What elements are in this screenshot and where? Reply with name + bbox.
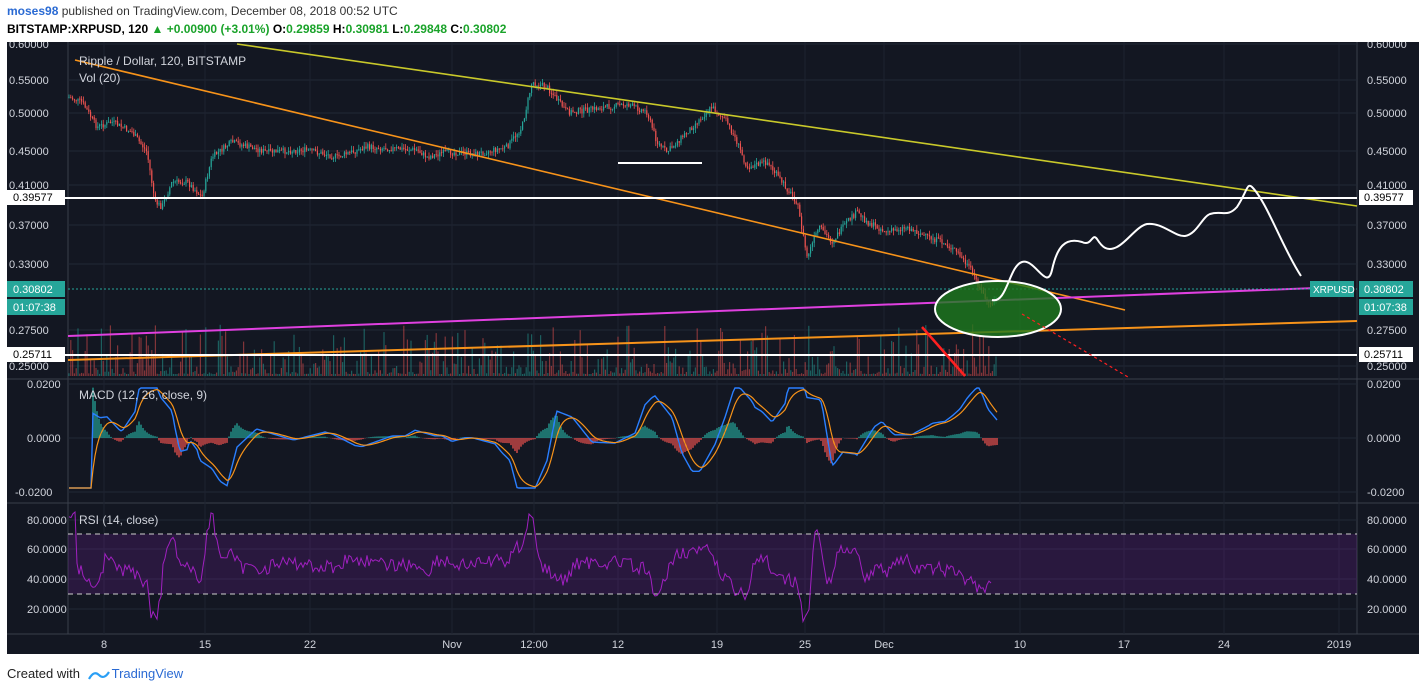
price-axis-label-right: 0.50000 <box>1367 108 1407 120</box>
price-axis-label-left: 0.37000 <box>9 220 49 232</box>
close-label: C: <box>450 22 464 36</box>
low-label: L: <box>392 22 404 36</box>
price-axis-label-right: 0.27500 <box>1367 325 1407 337</box>
open-value: 0.29859 <box>286 22 330 36</box>
right-badge-timer: 01:07:38 <box>1364 302 1407 314</box>
author-link[interactable]: moses98 <box>7 4 59 18</box>
price-axis-label-left: 0.27500 <box>9 325 49 337</box>
price-axis-label-right: 0.41000 <box>1367 180 1407 192</box>
rsi-axis-label-right: 80.0000 <box>1367 515 1407 527</box>
rsi-axis-label-left: 80.0000 <box>27 515 67 527</box>
time-axis-label: 24 <box>1218 639 1230 651</box>
created-with-text: Created with <box>7 666 80 681</box>
high-label: H: <box>332 22 346 36</box>
trendline-yellow[interactable] <box>236 43 1358 207</box>
rsi-axis-label-right: 40.0000 <box>1367 574 1407 586</box>
price-pane-title: Ripple / Dollar, 120, BITSTAMP <box>79 54 246 68</box>
trendline-orange-descending[interactable] <box>74 59 1126 311</box>
right-badge-upper: 0.39577 <box>1364 192 1404 204</box>
price-axis-label-right: 0.37000 <box>1367 220 1407 232</box>
macd-title: MACD (12, 26, close, 9) <box>79 388 207 402</box>
time-axis-label: 8 <box>101 639 107 651</box>
time-axis-label: 12 <box>612 639 624 651</box>
red-arrow-line[interactable] <box>921 326 966 377</box>
highlight-ellipse[interactable] <box>934 280 1062 338</box>
change-value: +0.00900 (+3.01%) <box>166 22 270 36</box>
symbol-label: BITSTAMP:XRPUSD, 120 <box>7 22 149 36</box>
volume-label: Vol (20) <box>79 71 120 85</box>
macd-axis-label-left: 0.0000 <box>27 433 61 445</box>
price-axis-label-right: 0.45000 <box>1367 146 1407 158</box>
price-axis-label-left: 0.33000 <box>9 259 49 271</box>
right-badge-price: 0.30802 <box>1364 284 1404 296</box>
left-badge-timer: 01:07:38 <box>13 302 56 314</box>
left-badge-upper: 0.39577 <box>13 192 53 204</box>
chart-canvas[interactable]: Ripple / Dollar, 120, BITSTAMP Vol (20) … <box>7 39 1419 654</box>
ohlc-line: BITSTAMP:XRPUSD, 120 ▲ +0.00900 (+3.01%)… <box>7 22 506 36</box>
price-axis-label-left: 0.41000 <box>9 180 49 192</box>
price-axis-label-right: 0.33000 <box>1367 259 1407 271</box>
right-badge-lower: 0.25711 <box>1364 349 1403 361</box>
macd-axis-label-left: -0.0200 <box>15 487 52 499</box>
tradingview-logo-icon <box>87 670 110 680</box>
publish-info: moses98 published on TradingView.com, De… <box>7 4 398 18</box>
time-axis-label: 19 <box>711 639 723 651</box>
trendline-magenta[interactable] <box>67 287 1318 337</box>
time-axis-label: 25 <box>799 639 811 651</box>
price-axis-label-left: 0.45000 <box>9 146 49 158</box>
price-axis-label-left: 0.55000 <box>9 75 49 87</box>
rsi-axis-label-right: 60.0000 <box>1367 544 1407 556</box>
macd-axis-label-left: 0.0200 <box>27 379 61 391</box>
price-axis-label-left: 0.60000 <box>9 42 49 51</box>
time-axis-label: Dec <box>874 639 894 651</box>
macd-axis-label-right: 0.0000 <box>1367 433 1401 445</box>
chart-area[interactable]: Ripple / Dollar, 120, BITSTAMP Vol (20) … <box>7 39 1419 654</box>
left-badge-price: 0.30802 <box>13 284 53 296</box>
projection-path[interactable] <box>991 184 1302 302</box>
up-triangle-icon: ▲ <box>151 22 164 36</box>
rsi-axis-label-right: 20.0000 <box>1367 604 1407 616</box>
rsi-axis-label-left: 20.0000 <box>27 604 67 616</box>
left-badge-lower: 0.25711 <box>13 349 52 361</box>
price-axis-label-right: 0.55000 <box>1367 75 1407 87</box>
time-axis-label: 22 <box>304 639 316 651</box>
close-value: 0.30802 <box>463 22 507 36</box>
tradingview-brand-link[interactable]: TradingView <box>111 666 184 681</box>
time-axis-label: Nov <box>442 639 462 651</box>
rsi-axis-label-left: 60.0000 <box>27 544 67 556</box>
published-text: published on TradingView.com, December 0… <box>58 4 398 18</box>
price-axis-label-left: 0.25000 <box>9 361 49 373</box>
price-axis-label-left: 0.50000 <box>9 108 49 120</box>
price-axis-label-right: 0.60000 <box>1367 42 1407 51</box>
rsi-axis-label-left: 40.0000 <box>27 574 67 586</box>
time-axis-label: 2019 <box>1327 639 1351 651</box>
time-axis-label: 17 <box>1118 639 1130 651</box>
open-label: O: <box>272 22 287 36</box>
macd-axis-label-right: -0.0200 <box>1367 487 1404 499</box>
time-axis-label: 15 <box>199 639 211 651</box>
time-axis-label: 12:00 <box>520 639 548 651</box>
price-axis-label-right: 0.25000 <box>1367 361 1407 373</box>
symbol-badge: XRPUSD <box>1313 285 1355 296</box>
trendline-orange-ascending[interactable] <box>67 320 1358 361</box>
red-dotted-projection[interactable] <box>1021 313 1129 378</box>
macd-axis-label-right: 0.0200 <box>1367 379 1401 391</box>
rsi-title: RSI (14, close) <box>79 513 158 527</box>
low-value: 0.29848 <box>403 22 448 36</box>
time-axis-label: 10 <box>1014 639 1026 651</box>
footer: Created with TradingView <box>7 666 183 681</box>
high-value: 0.30981 <box>345 22 389 36</box>
